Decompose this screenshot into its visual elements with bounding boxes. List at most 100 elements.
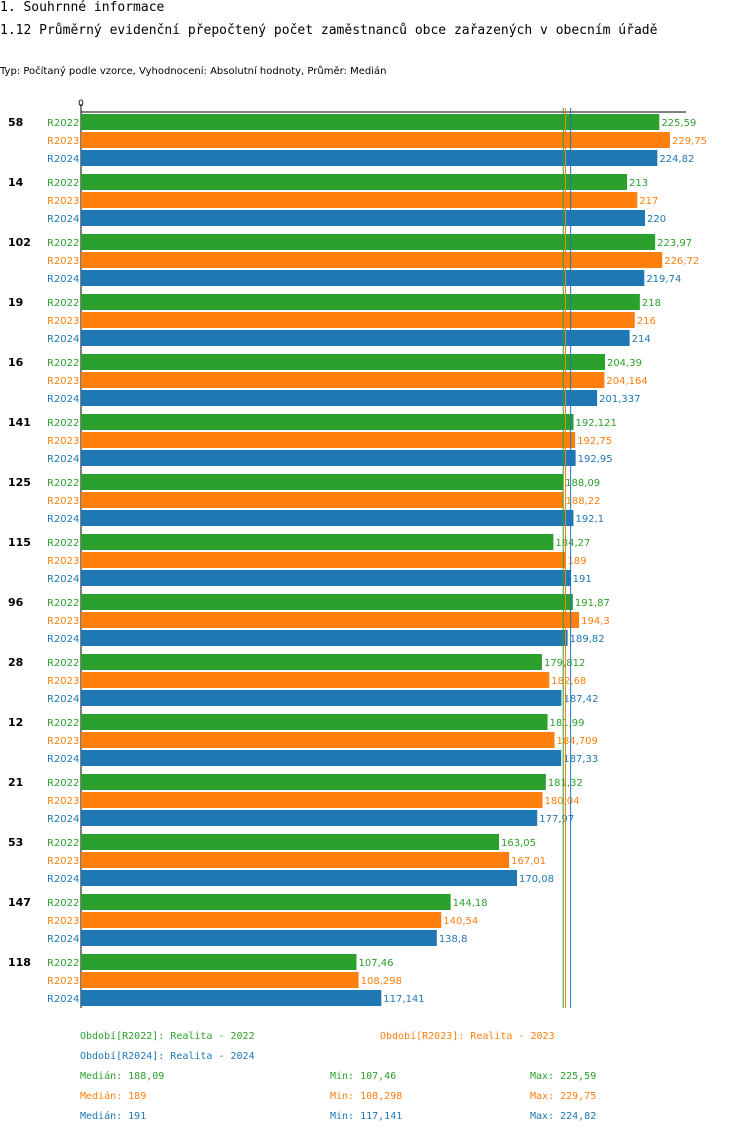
bar <box>81 732 555 748</box>
bar <box>81 954 357 970</box>
category-label: 141 <box>8 416 31 429</box>
bar <box>81 330 630 346</box>
min-r2023: Min: 108,298 <box>330 1091 403 1102</box>
data-label: 191,87 <box>575 598 610 609</box>
bar <box>81 270 645 286</box>
bar <box>81 414 574 430</box>
series-label: R2024 <box>47 454 79 465</box>
series-label: R2022 <box>47 778 79 789</box>
bar <box>81 294 640 310</box>
chart-title: 1.12 Průměrný evidenční přepočtený počet… <box>0 23 658 38</box>
series-label: R2023 <box>47 796 79 807</box>
series-label: R2023 <box>47 436 79 447</box>
legend-period-r2023: Období[R2023]: Realita - 2023 <box>380 1031 555 1042</box>
series-label: R2022 <box>47 598 79 609</box>
bar <box>81 390 598 406</box>
series-label: R2024 <box>47 874 79 885</box>
series-label: R2024 <box>47 334 79 345</box>
series-label: R2024 <box>47 754 79 765</box>
series-label: R2024 <box>47 394 79 405</box>
data-label: 188,22 <box>566 496 601 507</box>
bar <box>81 234 656 250</box>
category-label: 19 <box>8 296 23 309</box>
bar <box>81 312 635 328</box>
data-label: 192,95 <box>578 454 613 465</box>
bar <box>81 930 437 946</box>
bar <box>81 750 562 766</box>
bar <box>81 810 538 826</box>
data-label: 189,82 <box>570 634 605 645</box>
data-label: 184,27 <box>555 538 590 549</box>
bar <box>81 192 638 208</box>
bar <box>81 972 359 988</box>
data-label: 189 <box>568 556 587 567</box>
bar <box>81 714 548 730</box>
bar <box>81 774 546 790</box>
series-label: R2022 <box>47 418 79 429</box>
category-label: 21 <box>8 776 23 789</box>
bar <box>81 114 660 130</box>
min-r2022: Min: 107,46 <box>330 1071 397 1082</box>
series-label: R2023 <box>47 676 79 687</box>
series-label: R2023 <box>47 256 79 267</box>
category-label: 28 <box>8 656 23 669</box>
data-label: 229,75 <box>672 136 707 147</box>
category-label: 12 <box>8 716 23 729</box>
series-label: R2024 <box>47 214 79 225</box>
median-r2022: Medián: 188,09 <box>80 1071 165 1082</box>
data-label: 138,8 <box>439 934 468 945</box>
bar <box>81 132 670 148</box>
data-label: 213 <box>629 178 648 189</box>
series-label: R2023 <box>47 736 79 747</box>
category-label: 115 <box>8 536 31 549</box>
data-label: 184,709 <box>557 736 598 747</box>
series-label: R2024 <box>47 634 79 645</box>
series-label: R2022 <box>47 958 79 969</box>
series-label: R2024 <box>47 994 79 1005</box>
bar <box>81 210 645 226</box>
series-label: R2022 <box>47 538 79 549</box>
bar <box>81 150 658 166</box>
bar <box>81 834 499 850</box>
series-label: R2024 <box>47 694 79 705</box>
bar <box>81 552 566 568</box>
data-label: 219,74 <box>646 274 681 285</box>
data-label: 194,3 <box>581 616 610 627</box>
data-label: 224,82 <box>659 154 694 165</box>
series-label: R2022 <box>47 358 79 369</box>
series-label: R2023 <box>47 976 79 987</box>
series-label: R2023 <box>47 496 79 507</box>
series-label: R2024 <box>47 934 79 945</box>
series-label: R2024 <box>47 574 79 585</box>
series-label: R2022 <box>47 478 79 489</box>
data-label: 216 <box>637 316 656 327</box>
bar <box>81 474 564 490</box>
category-label: 53 <box>8 836 23 849</box>
data-label: 217 <box>639 196 658 207</box>
data-label: 204,164 <box>606 376 647 387</box>
bar <box>81 510 574 526</box>
category-label: 14 <box>8 176 24 189</box>
series-label: R2024 <box>47 514 79 525</box>
max-r2023: Max: 229,75 <box>530 1091 597 1102</box>
data-label: 144,18 <box>453 898 488 909</box>
series-label: R2023 <box>47 316 79 327</box>
series-label: R2023 <box>47 136 79 147</box>
data-label: 187,42 <box>563 694 598 705</box>
category-label: 118 <box>8 956 31 969</box>
legend-period-r2022: Období[R2022]: Realita - 2022 <box>80 1031 255 1042</box>
series-label: R2022 <box>47 238 79 249</box>
series-label: R2023 <box>47 376 79 387</box>
median-r2024: Medián: 191 <box>80 1111 147 1122</box>
bar <box>81 990 382 1006</box>
data-label: 192,121 <box>576 418 617 429</box>
data-label: 191 <box>573 574 592 585</box>
chart-subtitle: Typ: Počítaný podle vzorce, Vyhodnocení:… <box>0 66 387 77</box>
data-label: 170,08 <box>519 874 554 885</box>
category-label: 16 <box>8 356 24 369</box>
bar <box>81 534 554 550</box>
data-label: 201,337 <box>599 394 640 405</box>
bar <box>81 612 580 628</box>
bar <box>81 450 576 466</box>
